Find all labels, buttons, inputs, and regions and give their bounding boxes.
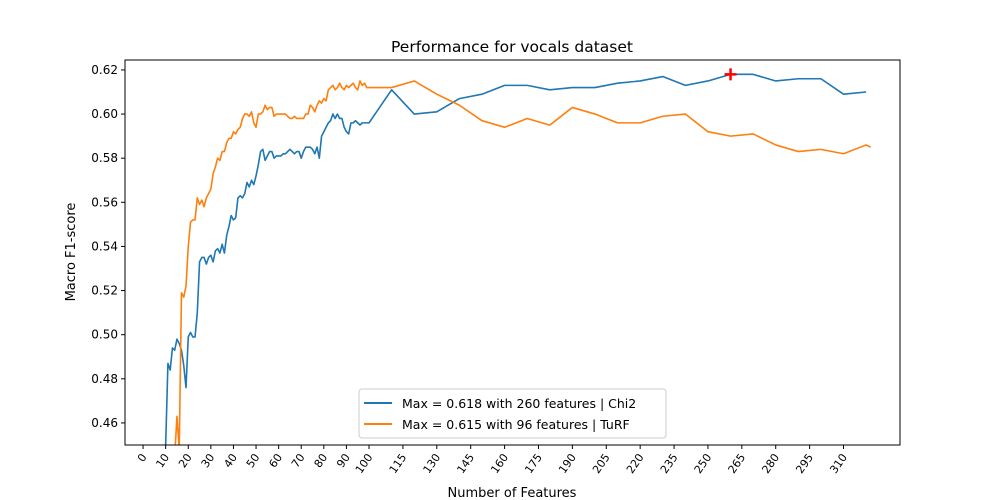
series-layer	[164, 73, 871, 445]
y-tick-label: 0.50	[91, 328, 118, 342]
x-tick-label: 10	[153, 451, 172, 470]
x-tick-label: 130	[421, 451, 444, 476]
y-tick-label: 0.58	[91, 151, 118, 165]
y-tick-label: 0.60	[91, 107, 118, 121]
y-tick-label: 0.54	[91, 239, 118, 253]
legend-entry-turf: Max = 0.615 with 96 features | TuRF	[402, 417, 630, 432]
x-tick-label: 280	[759, 451, 782, 476]
x-tick-label: 190	[556, 451, 579, 476]
x-tick-label: 310	[827, 451, 850, 476]
y-axis-label: Macro F1-score	[64, 203, 79, 302]
x-tick-label: 60	[266, 451, 285, 470]
x-tick-label: 235	[658, 451, 681, 476]
x-tick-label: 0	[135, 451, 150, 464]
x-tick-label: 265	[726, 451, 749, 476]
x-tick-label: 220	[624, 451, 647, 476]
x-tick-label: 50	[244, 451, 263, 470]
y-axis: 0.46 0.48 0.50 0.52 0.54 0.56 0.58 0.60 0.62	[91, 63, 125, 430]
x-tick-label: 30	[199, 451, 218, 470]
x-tick-label: 90	[334, 451, 353, 470]
x-axis: 0 10 20 30 40 50 60 70 80 90 100 115 130 145 160 175 190…	[135, 445, 850, 476]
x-tick-label: 70	[289, 451, 308, 470]
y-tick-label: 0.56	[91, 195, 118, 209]
y-tick-label: 0.62	[91, 63, 118, 77]
y-tick-label: 0.48	[91, 372, 118, 386]
y-tick-label: 0.52	[91, 284, 118, 298]
legend-box	[358, 388, 667, 439]
legend-entry-chi2: Max = 0.618 with 260 features | Chi2	[402, 396, 636, 411]
x-tick-label: 250	[692, 451, 715, 476]
x-tick-label: 80	[312, 451, 331, 470]
x-tick-label: 100	[353, 451, 376, 476]
x-tick-label: 145	[454, 451, 477, 476]
max-marker	[724, 68, 737, 81]
x-tick-label: 40	[221, 451, 240, 470]
x-axis-label: Number of Features	[448, 486, 577, 500]
x-tick-label: 115	[387, 451, 410, 476]
x-tick-label: 160	[488, 451, 511, 476]
x-tick-label: 175	[522, 451, 545, 476]
y-tick-label: 0.46	[91, 416, 118, 430]
series-line-turf	[174, 80, 871, 445]
x-tick-label: 20	[176, 451, 195, 470]
axes-frame	[124, 59, 901, 446]
annotation-layer	[724, 68, 737, 81]
legend: Max = 0.618 with 260 features | Chi2 Max…	[358, 388, 667, 439]
chart-title: Performance for vocals dataset	[391, 38, 633, 56]
x-tick-label: 295	[793, 451, 816, 476]
x-tick-label: 205	[590, 451, 613, 476]
series-line-chi2	[164, 73, 867, 445]
